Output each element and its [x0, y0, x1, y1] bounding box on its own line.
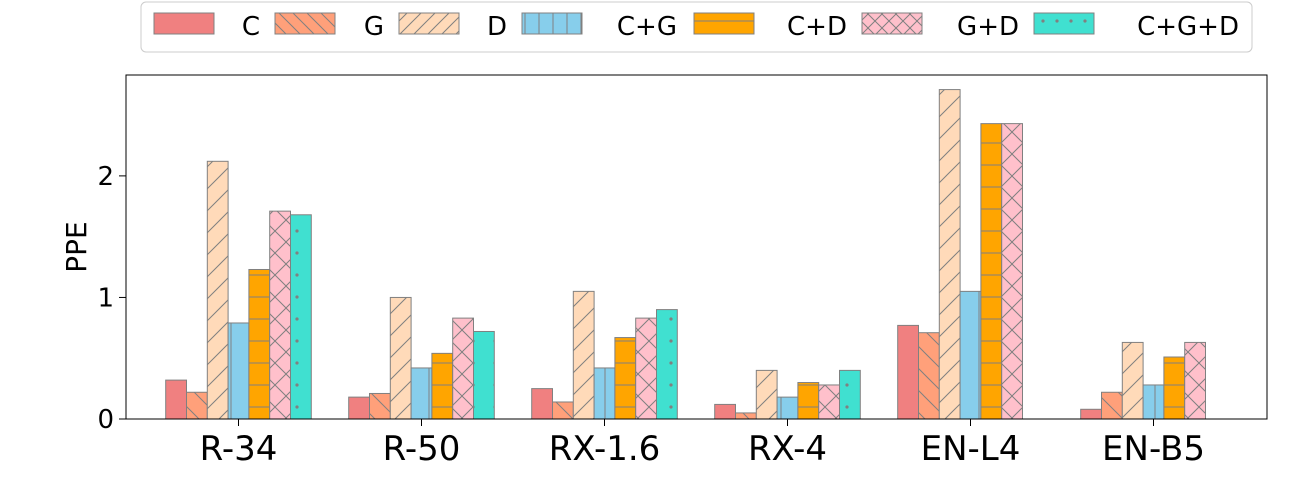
bar-d-rx-4: [756, 370, 777, 419]
legend-swatch: [522, 13, 582, 34]
bar-c-g-d-rx-4: [840, 370, 861, 419]
bar-d-en-b5: [1122, 342, 1143, 419]
legend-label: C+D: [787, 12, 847, 42]
bar-g-en-l4: [919, 333, 940, 419]
x-tick-label: EN-L4: [921, 429, 1021, 469]
bar-c-g-en-l4: [960, 291, 981, 419]
bar-g-d-rx-4: [819, 385, 840, 419]
bar-c-en-l4: [898, 325, 919, 419]
legend-label: D: [487, 12, 507, 42]
bar-c-d-r-50: [432, 353, 453, 419]
bar-c-r-34: [166, 380, 187, 419]
legend-swatch: [399, 13, 459, 34]
bar-c-en-b5: [1081, 409, 1102, 419]
bar-c-r-50: [349, 397, 370, 419]
bar-c-g-d-r-50: [474, 331, 495, 419]
legend-label: C: [242, 12, 260, 42]
bar-g-r-34: [187, 392, 208, 419]
x-tick-label: EN-B5: [1102, 429, 1205, 469]
bar-c-g-rx-1.6: [594, 368, 615, 419]
bar-c-d-en-l4: [981, 124, 1002, 419]
legend-swatch: [154, 13, 214, 34]
legend: C G D C+G C+D G+D C+G+D: [141, 2, 1252, 52]
y-tick-label: 1: [97, 283, 114, 313]
legend-label: C+G: [617, 12, 677, 42]
bar-c-g-d-rx-1.6: [657, 310, 678, 419]
bar-g-d-en-l4: [1002, 124, 1023, 419]
bar-d-rx-1.6: [573, 291, 594, 419]
x-tick-label: RX-1.6: [549, 429, 661, 469]
bar-g-d-r-50: [453, 318, 474, 419]
bar-c-d-r-34: [249, 269, 270, 419]
bar-c-rx-4: [715, 404, 736, 419]
bar-d-r-34: [207, 161, 228, 419]
bar-d-r-50: [390, 297, 411, 419]
y-tick-label: 2: [97, 162, 114, 192]
bar-c-g-r-50: [411, 368, 432, 419]
bar-g-rx-1.6: [553, 402, 574, 419]
x-axis: R-34 R-50 RX-1.6 RX-4 EN-L4 EN-B5: [200, 419, 1205, 469]
bars: [166, 90, 1206, 419]
y-tick-label: 0: [97, 405, 114, 435]
bar-c-rx-1.6: [532, 389, 553, 419]
x-tick-label: R-50: [383, 429, 461, 469]
bar-c-g-rx-4: [777, 397, 798, 419]
y-axis: 0 1 2: [97, 162, 126, 435]
bar-c-g-d-r-34: [291, 215, 312, 419]
legend-label: C+G+D: [1137, 12, 1239, 42]
legend-label: G+D: [957, 12, 1019, 42]
y-axis-label: PPE: [60, 221, 93, 272]
bar-g-r-50: [370, 393, 391, 419]
legend-swatch: [694, 13, 754, 34]
bar-g-d-rx-1.6: [636, 318, 657, 419]
bar-g-en-b5: [1102, 392, 1123, 419]
x-tick-label: R-34: [200, 429, 278, 469]
bar-d-en-l4: [939, 90, 960, 419]
bar-g-d-r-34: [270, 211, 291, 419]
legend-swatch: [1034, 13, 1094, 34]
bar-c-d-en-b5: [1164, 357, 1185, 419]
bar-g-d-en-b5: [1185, 342, 1206, 419]
x-tick-label: RX-4: [748, 429, 827, 469]
bar-c-g-r-34: [228, 323, 249, 419]
bar-c-g-en-b5: [1143, 385, 1164, 419]
legend-swatch: [862, 13, 922, 34]
bar-c-d-rx-1.6: [615, 338, 636, 419]
bar-c-d-rx-4: [798, 383, 819, 419]
legend-label: G: [364, 12, 384, 42]
legend-swatch: [275, 13, 335, 34]
bar-g-rx-4: [736, 413, 757, 419]
